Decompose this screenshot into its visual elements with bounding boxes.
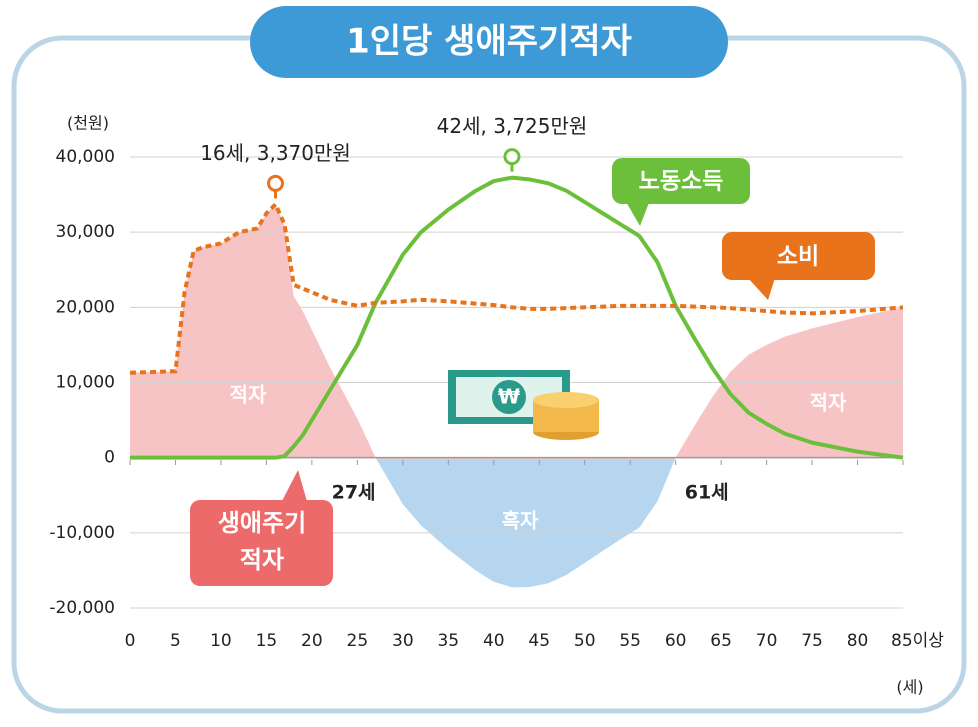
peak-marker [503,148,521,166]
chart-title: 1인당 생애주기적자 [346,22,632,62]
series-line [130,175,904,460]
lifecycle-label: 생애주기 [218,509,306,537]
x-tick-label: 55 [619,631,641,651]
money-icon: ₩ [448,370,599,440]
surplus-label: 흑자 [502,509,539,533]
crossing-label: 27세 [332,482,376,504]
deficit-label: 적자 [810,391,847,415]
lifecycle-label: 적자 [240,546,284,574]
x-tick-label: 65 [710,631,732,651]
surplus-area [376,460,675,588]
x-tick-label: 0 [125,631,136,651]
x-tick-label: 30 [392,631,414,651]
deficit-area [130,204,903,460]
x-tick-label: 25 [347,631,369,651]
callout-lifecycle: 생애주기 적자 [190,470,333,586]
x-tick-label: 15 [256,631,278,651]
x-tick-label: 80 [847,631,869,651]
x-tick-label: 45 [528,631,550,651]
legend-label: 소비 [777,244,819,270]
y-tick-label: 0 [104,448,115,468]
x-tick-label: 40 [483,631,505,651]
annotation: 42세, 3,725만원 [437,114,588,138]
x-tick-label: 70 [756,631,778,651]
x-tick-label: 5 [170,631,181,651]
y-tick-label: 30,000 [56,222,115,242]
y-tick-label: 40,000 [56,147,115,167]
x-tick-label: 85이상 [891,631,944,651]
lines [129,175,904,460]
y-tick-label: -20,000 [49,598,115,618]
x-tick-label: 20 [301,631,323,651]
title-pill [250,6,728,78]
x-tick-label: 75 [801,631,823,651]
y-tick-label: 20,000 [56,297,115,317]
annotation: 16세, 3,370만원 [200,141,351,165]
x-tick-label: 10 [210,631,232,651]
crossing-label: 61세 [685,482,729,504]
y-axis-label: (천원) [67,114,109,133]
y-tick-label: 10,000 [56,373,115,393]
deficit-label: 적자 [230,383,267,407]
x-tick-label: 35 [437,631,459,651]
x-tick-label: 50 [574,631,596,651]
x-axis-label: (세) [896,678,923,697]
callout-labor: 노동소득 [612,158,750,226]
series-line [129,202,904,375]
svg-text:₩: ₩ [498,385,520,409]
areas [130,204,903,588]
peak-marker [267,174,285,192]
legend-label: 노동소득 [639,169,724,195]
y-tick-label: -10,000 [49,523,115,543]
x-tick-label: 60 [665,631,687,651]
callout-consumption: 소비 [722,232,875,300]
